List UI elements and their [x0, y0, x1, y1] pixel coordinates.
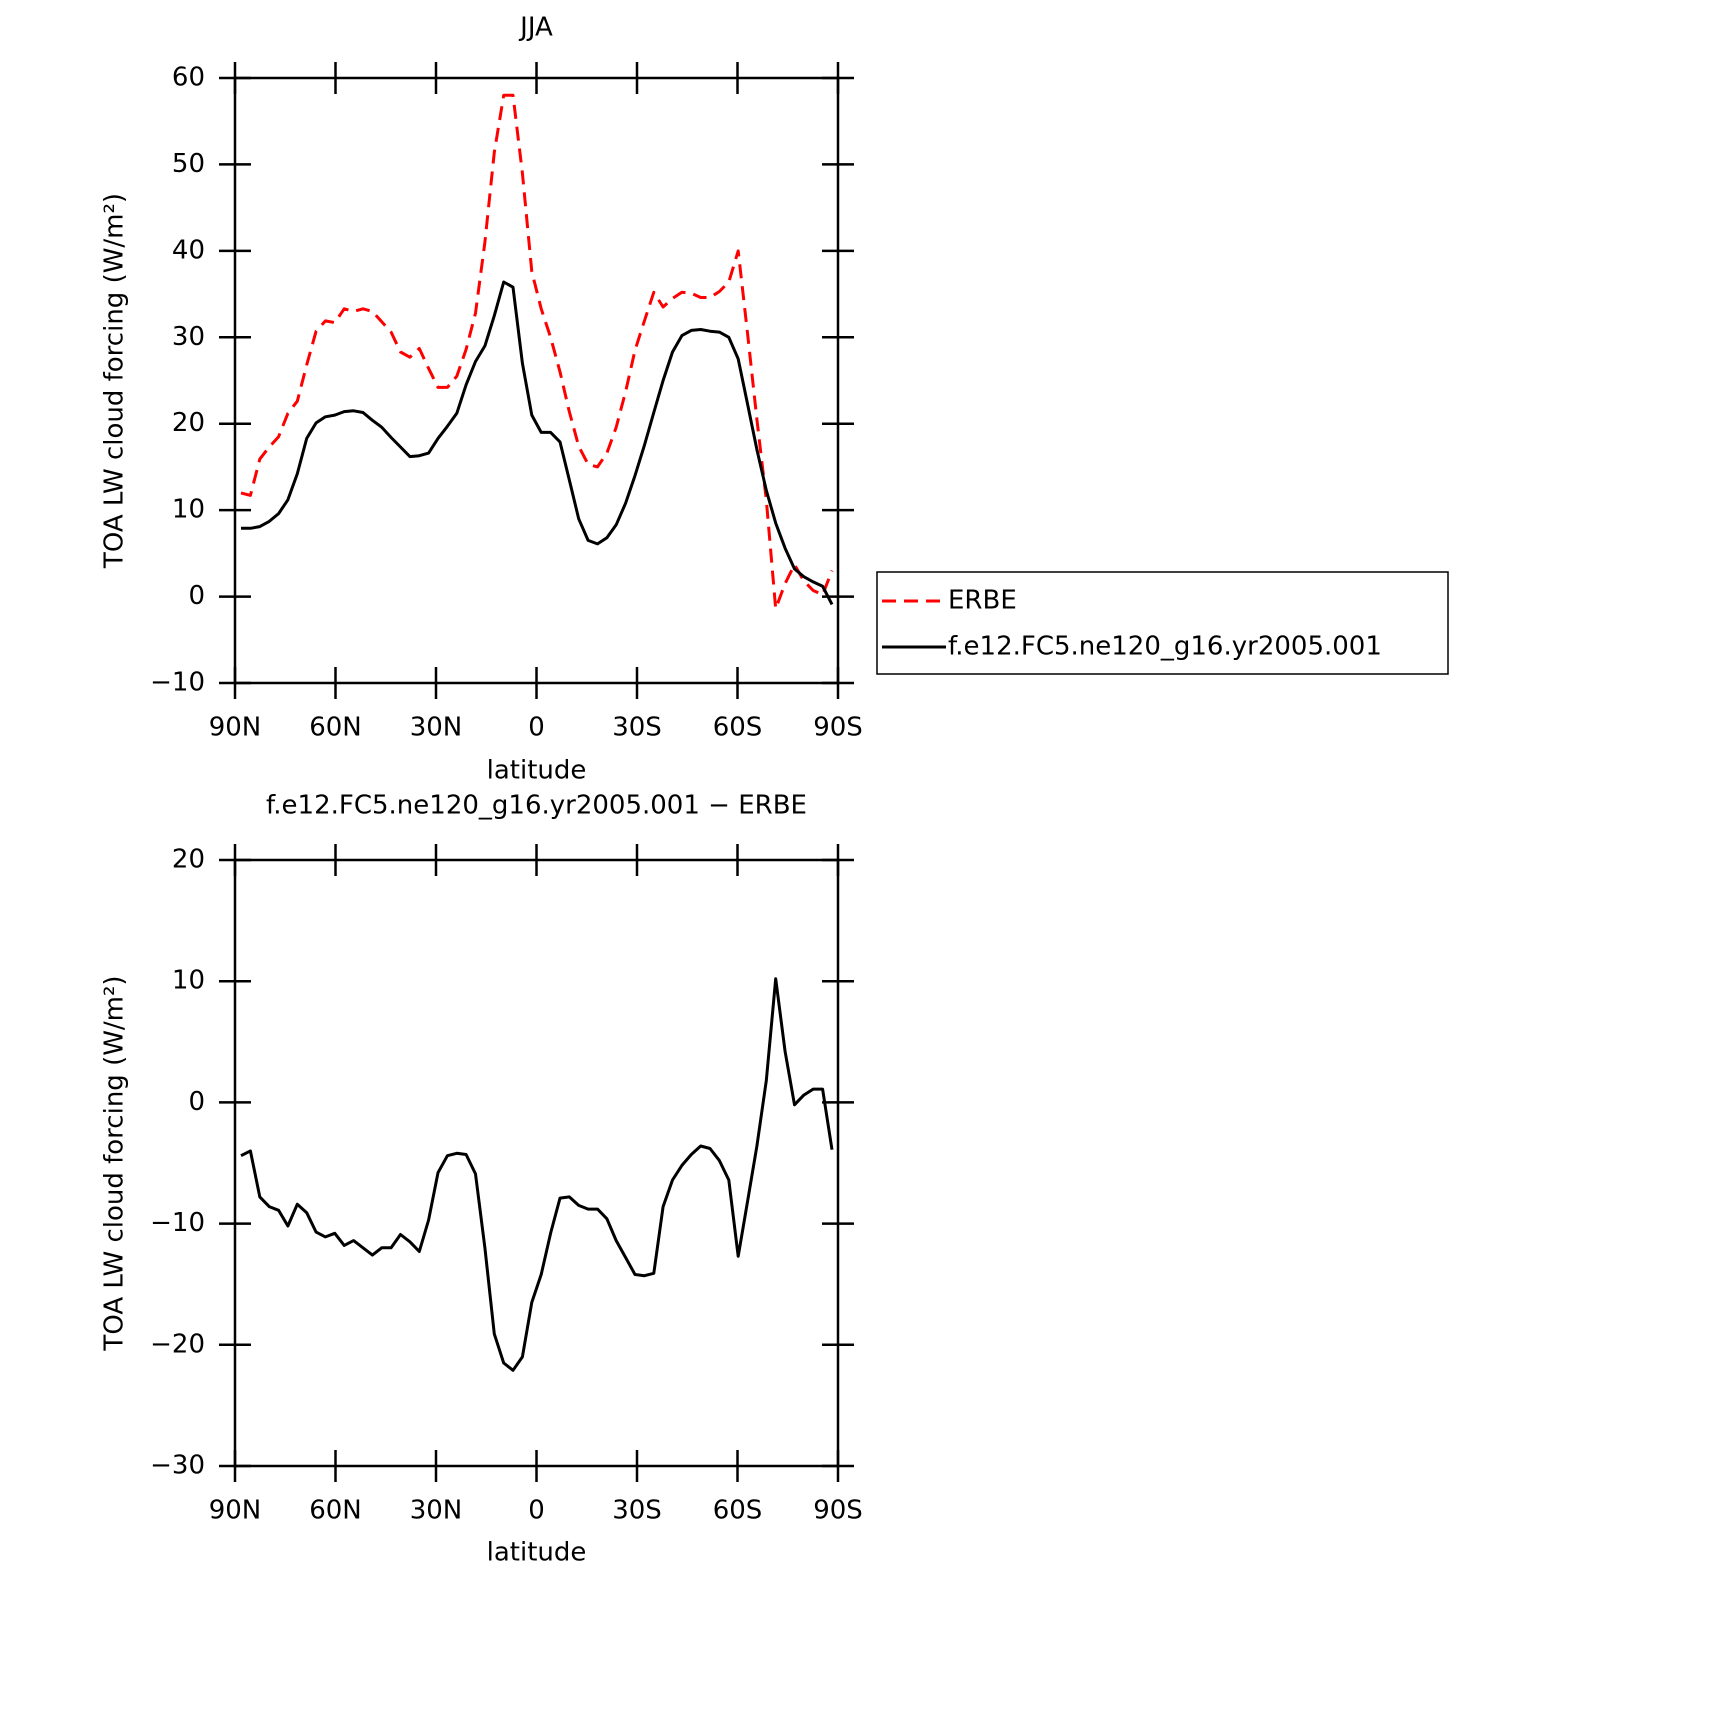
- plot-frame: [233, 858, 840, 1468]
- y-tick-label: 60: [172, 63, 205, 93]
- y-tick-label: 0: [188, 1087, 205, 1117]
- x-tick-label: 30S: [612, 1496, 662, 1526]
- y-tick-label: −30: [150, 1451, 205, 1481]
- x-tick-label: 30S: [612, 713, 662, 743]
- y-tick-label: 50: [172, 149, 205, 179]
- x-axis-label: latitude: [487, 1538, 587, 1568]
- chart-title: f.e12.FC5.ne120_g16.yr2005.001 − ERBE: [266, 791, 807, 821]
- x-tick-label: 90N: [209, 1496, 262, 1526]
- x-tick-label: 0: [528, 1496, 545, 1526]
- legend-label: f.e12.FC5.ne120_g16.yr2005.001: [948, 632, 1382, 662]
- x-tick-label: 60S: [713, 713, 763, 743]
- x-tick-label: 60S: [713, 1496, 763, 1526]
- y-tick-label: 20: [172, 845, 205, 875]
- x-axis-label: latitude: [487, 756, 587, 786]
- x-tick-label: 90S: [813, 713, 863, 743]
- y-tick-label: 0: [188, 581, 205, 611]
- legend-box: [876, 571, 1449, 675]
- x-tick-label: 90S: [813, 1496, 863, 1526]
- data-line: [240, 977, 834, 1372]
- y-axis-label: TOA LW cloud forcing (W/m²): [100, 975, 130, 1351]
- data-line: [240, 93, 834, 611]
- x-tick-label: 60N: [309, 1496, 362, 1526]
- x-tick-label: 90N: [209, 713, 262, 743]
- y-tick-label: −10: [150, 1208, 205, 1238]
- y-tick-label: −10: [150, 668, 205, 698]
- x-tick-label: 30N: [410, 1496, 463, 1526]
- y-tick-label: 10: [172, 495, 205, 525]
- x-tick-label: 30N: [410, 713, 463, 743]
- y-tick-label: 10: [172, 966, 205, 996]
- chart-title: JJA: [518, 13, 553, 43]
- y-tick-label: 30: [172, 322, 205, 352]
- y-tick-label: 20: [172, 408, 205, 438]
- x-tick-label: 0: [528, 713, 545, 743]
- legend-label: ERBE: [948, 586, 1017, 616]
- plot-frame: [233, 76, 840, 685]
- x-tick-label: 60N: [309, 713, 362, 743]
- y-axis-label: TOA LW cloud forcing (W/m²): [100, 193, 130, 569]
- y-tick-label: −20: [150, 1329, 205, 1359]
- y-tick-label: 40: [172, 235, 205, 265]
- data-line: [241, 280, 834, 606]
